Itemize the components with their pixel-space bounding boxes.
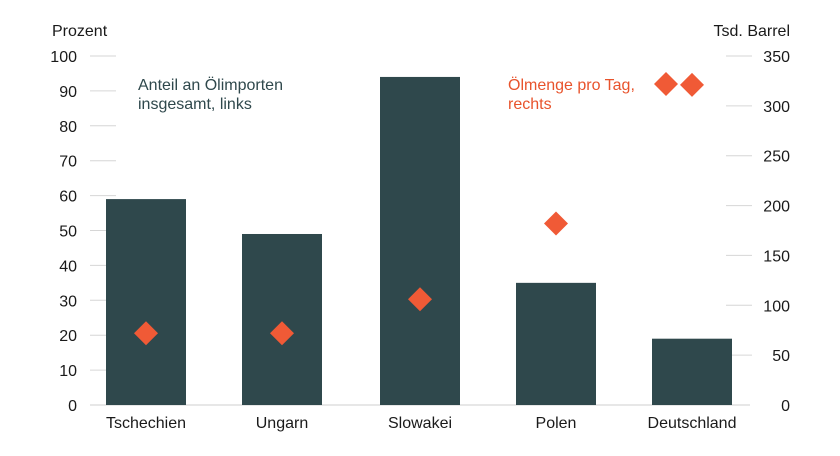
category-label: Deutschland <box>648 415 737 432</box>
left-tick-label: 20 <box>59 328 77 345</box>
marker-legend-icon <box>654 72 678 96</box>
left-tick-label: 0 <box>68 398 77 415</box>
left-tick-label: 80 <box>59 119 77 136</box>
left-tick-label: 30 <box>59 293 77 310</box>
diamond-marker <box>408 287 432 312</box>
bar-series <box>106 76 732 405</box>
diamond-marker <box>134 321 158 346</box>
bar-series-label-line1: Anteil an Ölimporten <box>138 76 283 94</box>
diamond-marker <box>544 211 568 236</box>
left-tick-label: 50 <box>59 224 77 241</box>
left-tick-label: 40 <box>59 258 77 275</box>
right-tick-label: 50 <box>772 348 790 365</box>
right-axis-title: Tsd. Barrel <box>714 23 790 40</box>
left-tick-label: 60 <box>59 189 77 206</box>
marker-series-label-line2: rechts <box>508 96 552 113</box>
right-tick-label: 350 <box>763 49 790 66</box>
left-axis-title: Prozent <box>52 23 108 40</box>
category-label: Slowakei <box>388 415 452 432</box>
left-tick-label: 90 <box>59 84 77 101</box>
right-tick-label: 0 <box>781 398 790 415</box>
right-tick-label: 200 <box>763 199 790 216</box>
bar-series-label-line2: insgesamt, links <box>138 96 252 113</box>
category-label: Tschechien <box>106 415 186 432</box>
bar <box>106 199 186 405</box>
category-label: Ungarn <box>256 415 308 432</box>
left-axis: 0 10 20 30 40 50 60 70 80 90 100 <box>50 49 77 415</box>
left-tick-label: 10 <box>59 363 77 380</box>
bar <box>652 338 732 405</box>
bar <box>516 282 596 405</box>
right-tick-label: 100 <box>763 298 790 315</box>
right-tick-label: 300 <box>763 99 790 116</box>
diamond-marker <box>270 321 294 346</box>
right-tick-label: 250 <box>763 149 790 166</box>
left-tick-label: 100 <box>50 49 77 66</box>
category-axis: Tschechien Ungarn Slowakei Polen Deutschland <box>106 415 737 432</box>
category-label: Polen <box>536 415 577 432</box>
bar <box>242 233 322 405</box>
marker-series-label-line1: Ölmenge pro Tag, <box>508 76 635 94</box>
diamond-marker <box>680 72 704 97</box>
bar <box>380 76 460 405</box>
marker-series <box>134 72 704 346</box>
right-axis: 0 50 100 150 200 250 300 350 <box>763 49 790 415</box>
right-tick-label: 150 <box>763 248 790 265</box>
left-tick-label: 70 <box>59 154 77 171</box>
legend-diamond <box>654 72 678 96</box>
